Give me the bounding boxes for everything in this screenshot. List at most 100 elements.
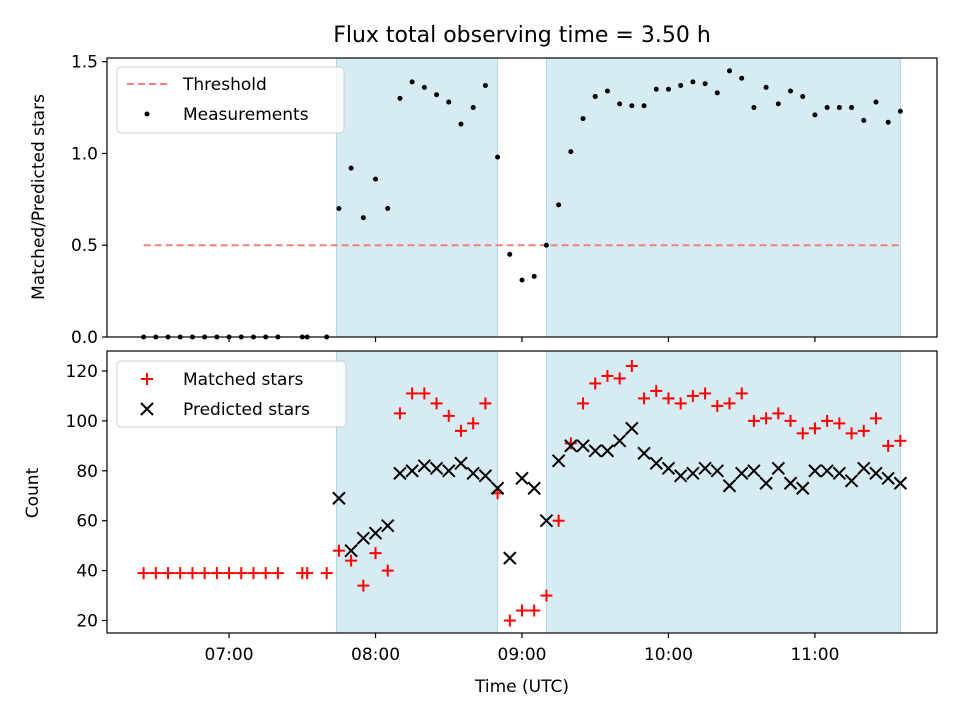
predicted-stars-point (722, 479, 737, 493)
matched-stars-point (345, 554, 358, 567)
predicted-stars-point (796, 481, 810, 495)
top-panel-axes: 0.0 0.5 1.0 1.5 (71, 53, 816, 348)
measurements-point (507, 251, 513, 257)
observing-window-bands (335, 350, 901, 634)
measurements-point (690, 79, 696, 85)
predicted-stars-point (857, 461, 871, 475)
matched-stars-point (235, 567, 248, 580)
predicted-stars-point (820, 464, 834, 478)
measurements-legend-swatch (144, 111, 150, 117)
matched-stars-point (516, 604, 528, 617)
matched-stars-point (784, 414, 797, 427)
matched-stars-point (247, 567, 260, 580)
matched-stars-point (357, 579, 370, 592)
measurements-point (873, 99, 879, 105)
predicted-stars-point (673, 469, 688, 483)
measurements-point (531, 273, 537, 279)
measurements-legend-label: Measurements (183, 105, 309, 125)
measurements-point (775, 101, 781, 107)
predicted-stars-point (539, 513, 554, 528)
bottom-ylabel: Count (23, 467, 43, 518)
predicted-stars-point (637, 446, 651, 461)
threshold-legend-label: Threshold (182, 75, 267, 95)
y-tick-label: 1.5 (71, 53, 98, 73)
bottom-legend: Matched stars Predicted stars (116, 360, 347, 428)
bottom-panel-axes: 20 40 60 80 100 120 07:00 08:00 09:00 10:00 11:00 (66, 362, 840, 665)
measurements-point (421, 84, 427, 90)
measurements-point (678, 83, 684, 89)
predicted-stars-point (710, 464, 725, 478)
matched-stars-point (454, 424, 467, 437)
predicted-stars-point (881, 471, 895, 485)
predicted-stars-point (564, 439, 578, 453)
y-tick-label: 20 (76, 612, 98, 632)
matched-legend-swatch (141, 373, 153, 385)
matched-stars-point (503, 614, 516, 627)
measurements-point (836, 105, 842, 111)
matched-stars-point (174, 567, 187, 580)
matched-stars-point (723, 397, 736, 410)
matched-stars-point (869, 412, 882, 425)
matched-stars-point (821, 414, 834, 427)
measurements-point (751, 105, 757, 111)
predicted-stars-point (490, 481, 505, 495)
y-tick-label: 0.0 (71, 328, 98, 348)
matched-stars-point (467, 417, 480, 430)
y-tick-label: 80 (76, 462, 98, 482)
matched-stars-point (674, 397, 687, 410)
measurements-point (360, 215, 366, 221)
measurements-point (519, 277, 525, 283)
y-tick-label: 40 (76, 562, 98, 582)
predicted-stars-point (893, 476, 908, 490)
measurements-point (897, 108, 903, 114)
matched-stars-point (369, 547, 382, 560)
measurements-point (470, 105, 476, 111)
predicted-stars-point (527, 481, 541, 495)
measurements-point (556, 202, 562, 208)
bottom-legend-box (116, 360, 347, 428)
figure-title: Flux total observing time = 3.50 h (333, 23, 711, 48)
x-tick-label: 08:00 (351, 645, 400, 665)
predicted-stars-point (783, 476, 798, 490)
matched-stars-point (589, 377, 602, 390)
matched-stars-point (418, 387, 431, 400)
measurements-point (373, 176, 379, 182)
measurements-point (543, 242, 549, 248)
x-tick-label: 10:00 (644, 645, 693, 665)
matched-stars-point (406, 387, 419, 400)
matched-stars-point (271, 567, 284, 580)
observing-window-bands (335, 57, 901, 338)
matched-stars-point (528, 604, 541, 617)
predicted-stars-point (405, 464, 419, 478)
matched-stars-point (137, 567, 150, 580)
predicted-stars-point (759, 476, 773, 490)
measurements-point (849, 105, 855, 111)
matched-stars-point (540, 589, 553, 602)
measurements-point (482, 83, 488, 89)
matched-stars-point (552, 514, 565, 527)
matched-stars-point (894, 434, 907, 447)
predicted-stars-point (356, 531, 371, 545)
predicted-stars-point (649, 456, 663, 471)
matched-stars-point (601, 369, 614, 382)
matched-stars-point (162, 567, 175, 580)
observing-window-band (335, 57, 499, 338)
predicted-stars-point (808, 464, 822, 478)
measurements-point (665, 86, 671, 92)
predicted-stars-point (612, 434, 627, 448)
top-legend: Threshold Measurements (116, 66, 345, 134)
matched-stars-point (442, 409, 455, 422)
y-tick-label: 100 (66, 412, 98, 432)
matched-stars-point (711, 399, 724, 412)
measurements-point (568, 149, 574, 155)
measurements-point (434, 92, 440, 98)
measurements-point (702, 81, 708, 87)
matched-stars-point (882, 439, 895, 452)
measurements-point (336, 206, 342, 212)
matched-stars-point (662, 392, 675, 405)
predicted-stars-point (454, 456, 468, 471)
predicted-stars-point (588, 444, 602, 458)
matched-stars-point (210, 567, 223, 580)
